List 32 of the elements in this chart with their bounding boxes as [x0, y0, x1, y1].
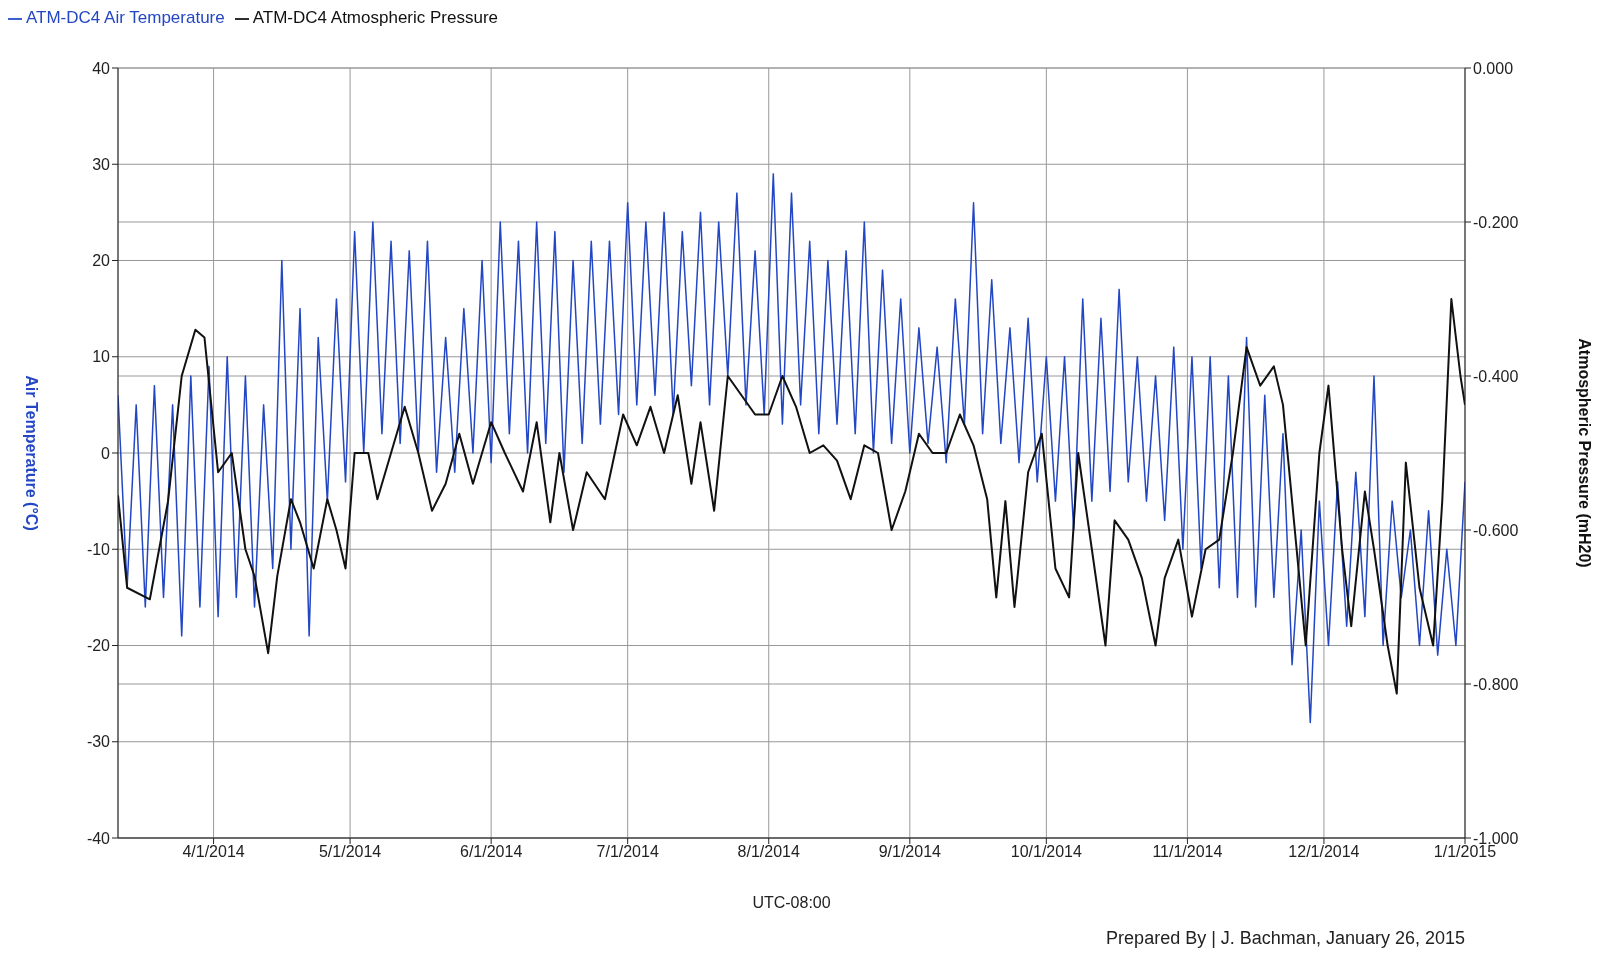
legend-label: ATM-DC4 Atmospheric Pressure: [252, 8, 499, 27]
y2-tick-label: -0.600: [1473, 521, 1519, 539]
text: Prepared By | J. Bachman, January 26, 2015: [1106, 928, 1465, 949]
x-tick-label: 11/1/2014: [1152, 843, 1223, 861]
y2-axis-title: Atmospheric Pressure (mH20): [1575, 338, 1593, 568]
line-series: [118, 173, 1465, 724]
line-series: [118, 298, 1465, 695]
y2-tick-label: -0.800: [1473, 675, 1519, 693]
y2-tick-label: -0.400: [1473, 367, 1519, 385]
x-tick-label: 7/1/2014: [596, 843, 659, 861]
y-tick-label: 40: [92, 59, 111, 77]
y-tick-label: -30: [86, 733, 111, 751]
x-tick-label: 6/1/2014: [460, 843, 523, 861]
y-tick-label: 0: [101, 444, 111, 462]
y2-tick-label: 0.000: [1473, 59, 1514, 77]
x-tick-label: 1/1/2015: [1433, 843, 1497, 861]
x-axis-title: UTC-08:00: [752, 894, 831, 911]
y-tick-label: 30: [92, 155, 111, 173]
x-tick-label: 4/1/2014: [182, 843, 245, 861]
y-axis-title: Air Temperature (°C): [22, 375, 40, 531]
y2-tick-label: -0.200: [1473, 213, 1519, 231]
legend-label: ATM-DC4 Air Temperature: [26, 8, 225, 27]
x-tick-label: 12/1/2014: [1288, 843, 1360, 861]
x-tick-label: 9/1/2014: [878, 843, 942, 861]
y-tick-label: -10: [86, 540, 111, 558]
x-tick-label: 5/1/2014: [318, 843, 382, 861]
y-tick-label: -40: [86, 829, 111, 847]
x-tick-label: 10/1/2014: [1010, 843, 1083, 861]
y-tick-label: 20: [92, 252, 111, 270]
y-tick-label: 10: [92, 348, 111, 366]
x-tick-label: 8/1/2014: [737, 843, 800, 861]
y-tick-label: -20: [86, 637, 111, 655]
